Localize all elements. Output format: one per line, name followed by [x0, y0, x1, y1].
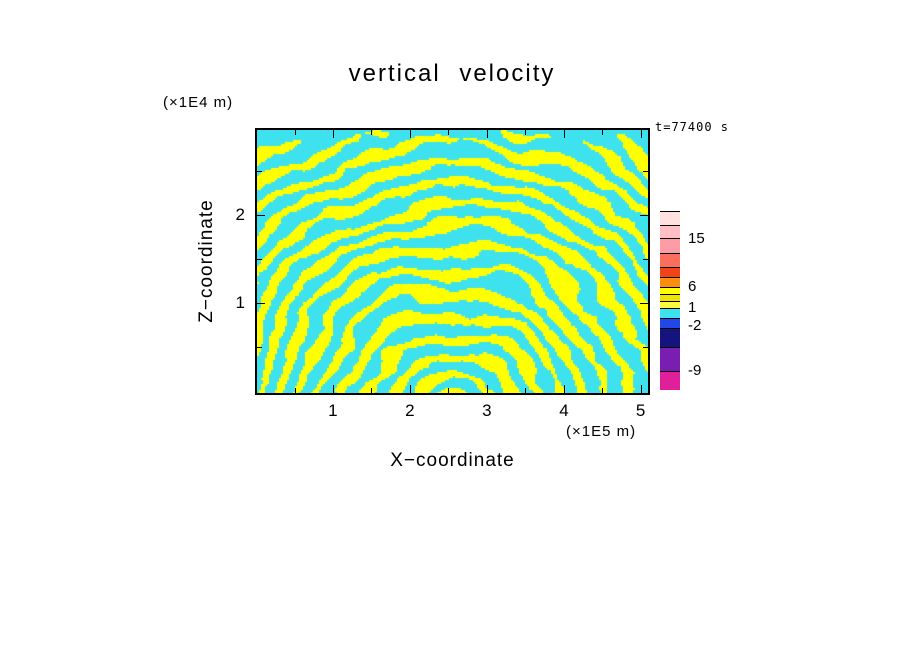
colorbar: [660, 196, 680, 390]
colorbar-segment: [660, 318, 680, 328]
y-tick-label: 2: [235, 204, 245, 224]
colorbar-segment: [660, 253, 680, 267]
x-minor-tick: [602, 388, 603, 393]
y-tick-label: 1: [235, 293, 245, 313]
x-major-tick: [487, 385, 488, 393]
x-major-tick: [333, 130, 334, 138]
colorbar-level-label: 15: [688, 229, 705, 247]
y-major-tick: [257, 215, 265, 216]
colorbar-segment: [660, 224, 680, 238]
y-minor-tick: [643, 171, 648, 172]
y-minor-tick: [257, 171, 262, 172]
y-minor-tick: [257, 259, 262, 260]
x-tick-label: 4: [559, 401, 569, 420]
x-minor-tick: [371, 130, 372, 135]
colorbar-segment: [660, 301, 680, 309]
x-minor-tick: [371, 388, 372, 393]
x-major-tick: [410, 130, 411, 138]
x-minor-tick: [602, 130, 603, 135]
colorbar-segment: [660, 293, 680, 302]
y-major-tick: [640, 303, 648, 304]
x-major-tick: [487, 130, 488, 138]
x-minor-tick: [295, 388, 296, 393]
x-tick-label: 5: [635, 401, 646, 420]
colorbar-level-label: -2: [688, 316, 702, 334]
x-major-tick: [564, 130, 565, 138]
y-major-tick: [640, 215, 648, 216]
colorbar-segment: [660, 286, 680, 294]
y-minor-tick: [643, 259, 648, 260]
y-axis-units-label: (×1E4 m): [163, 94, 234, 111]
colorbar-segment: [660, 237, 680, 253]
colorbar-segment: [660, 370, 680, 390]
x-axis-units-label: (×1E5 m): [566, 423, 637, 440]
y-major-tick: [257, 303, 265, 304]
x-major-tick: [564, 385, 565, 393]
y-minor-tick: [643, 347, 648, 348]
colorbar-level-label: 6: [688, 278, 697, 296]
timestamp-label: t=77400 s: [655, 120, 730, 134]
plot-area: [255, 128, 650, 395]
y-minor-tick: [257, 347, 262, 348]
x-minor-tick: [525, 388, 526, 393]
x-minor-tick: [295, 130, 296, 135]
colorbar-segment: [660, 196, 680, 212]
colorbar-segment: [660, 276, 680, 287]
x-tick-label: 3: [482, 401, 492, 420]
colorbar-level-label: 1: [688, 298, 697, 316]
x-major-tick: [333, 385, 334, 393]
colorbar-level-label: -9: [688, 361, 702, 379]
x-minor-tick: [448, 130, 449, 135]
chart-title: vertical velocity: [348, 60, 556, 87]
x-major-tick: [410, 385, 411, 393]
x-major-tick: [641, 130, 642, 138]
x-axis-title: X−coordinate: [390, 450, 515, 471]
x-tick-label: 2: [405, 401, 415, 420]
x-tick-label: 1: [328, 401, 338, 420]
colorbar-segment: [660, 266, 680, 277]
heatmap-canvas: [257, 130, 648, 393]
colorbar-segment: [660, 211, 680, 225]
colorbar-segment: [660, 346, 680, 371]
x-minor-tick: [525, 130, 526, 135]
x-minor-tick: [448, 388, 449, 393]
x-major-tick: [641, 385, 642, 393]
colorbar-segment: [660, 308, 680, 319]
tick-layer: [257, 130, 648, 393]
y-axis-title: Z−coordinate: [196, 199, 217, 323]
colorbar-segment: [660, 327, 680, 347]
